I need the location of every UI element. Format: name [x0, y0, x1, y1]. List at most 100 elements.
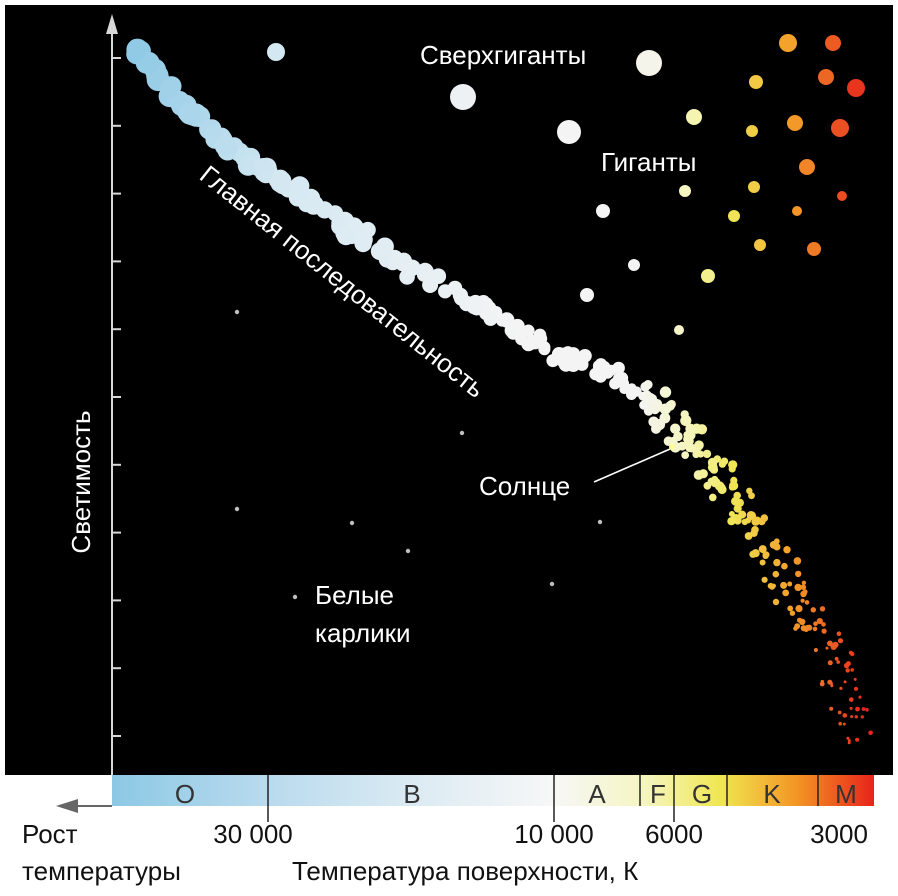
- main-sequence-star: [746, 511, 755, 520]
- spectral-class-bar: [112, 775, 874, 806]
- main-sequence-star: [467, 294, 484, 311]
- main-sequence-star: [827, 640, 833, 647]
- main-sequence-star: [214, 135, 236, 157]
- main-sequence-star: [845, 668, 850, 673]
- y-axis-title: Светимость: [66, 410, 96, 553]
- y-axis-ticks: [112, 57, 121, 737]
- spectral-class-B: B: [403, 779, 420, 809]
- main-sequence-star: [716, 483, 726, 493]
- main-sequence-star: [665, 401, 675, 411]
- main-sequence-star: [524, 336, 538, 350]
- main-sequence-star: [825, 646, 829, 650]
- giant-star: [779, 34, 797, 52]
- main-sequence-star: [404, 259, 421, 276]
- main-sequence-star: [773, 543, 781, 551]
- main-sequence-star: [271, 169, 290, 188]
- x-tick-3000: 3000: [810, 819, 868, 849]
- main-sequence-star: [594, 369, 607, 382]
- x-axis-title: Температура поверхности, К: [292, 856, 638, 886]
- x-tick-10000: 10 000: [514, 819, 594, 849]
- spectral-class-M: M: [835, 779, 857, 809]
- main-sequence-star: [827, 679, 833, 685]
- main-sequence-star: [842, 722, 846, 726]
- giant-star: [748, 181, 760, 193]
- main-sequence-star: [733, 491, 741, 500]
- white-dwarf-star: [459, 430, 465, 436]
- white-dwarf-star: [234, 309, 240, 315]
- main-sequence-star: [707, 462, 718, 473]
- main-sequence-star: [850, 715, 854, 719]
- main-sequence-star: [842, 713, 848, 718]
- main-sequence-star: [759, 559, 766, 566]
- giant-star: [792, 206, 802, 216]
- main-sequence-star: [839, 686, 843, 690]
- main-sequence-star: [821, 622, 826, 627]
- main-sequence-star: [850, 668, 854, 672]
- white-dwarf-star: [234, 506, 240, 512]
- main-sequence-star: [336, 226, 356, 246]
- main-sequence-star: [773, 558, 781, 567]
- main-sequence-star: [820, 679, 824, 684]
- main-sequence-star: [843, 662, 850, 669]
- main-sequence-star: [787, 581, 793, 587]
- white-dwarfs-group: [234, 309, 603, 600]
- x-tick-6000: 6000: [645, 819, 703, 849]
- main-sequence-star: [847, 741, 851, 745]
- main-sequence-star: [849, 706, 853, 710]
- main-sequence-star: [752, 526, 758, 533]
- main-sequence-star: [744, 532, 753, 540]
- main-sequence-star: [849, 697, 854, 702]
- main-sequence-star: [697, 450, 705, 458]
- main-sequence-star: [669, 436, 678, 446]
- x-tick-30000: 30 000: [213, 819, 293, 849]
- main-sequence-star: [772, 570, 780, 578]
- giant-star: [837, 191, 847, 201]
- giant-star: [818, 69, 834, 85]
- giant-star: [831, 119, 849, 137]
- main-sequence-star: [609, 377, 621, 390]
- main-sequence-star: [659, 386, 672, 398]
- main-sequence-star: [758, 545, 767, 554]
- main-sequence-star: [837, 638, 844, 644]
- main-sequence-star: [846, 736, 850, 740]
- main-sequence-star: [430, 268, 447, 285]
- main-sequence-star: [178, 102, 201, 125]
- main-sequence-star: [680, 415, 692, 426]
- main-sequence-star: [797, 617, 802, 623]
- main-sequence-star: [794, 583, 802, 592]
- main-sequence-star: [538, 343, 551, 356]
- white-dwarf-star: [549, 581, 555, 587]
- spectral-class-K: K: [763, 779, 781, 809]
- main-sequence-star: [506, 326, 521, 340]
- giant-star: [674, 325, 684, 335]
- white-dwarfs-label-line2: карлики: [315, 618, 411, 648]
- spectral-class-A: A: [588, 779, 606, 809]
- main-sequence-star: [160, 78, 181, 99]
- main-sequence-star: [834, 656, 839, 661]
- main-sequence-star: [619, 384, 630, 395]
- giant-star: [746, 125, 758, 137]
- main-sequence-star: [800, 625, 807, 632]
- spectral-class-F: F: [650, 779, 666, 809]
- main-sequence-star: [813, 621, 818, 626]
- white-dwarf-star: [405, 548, 411, 554]
- main-sequence-star: [751, 517, 760, 526]
- main-sequence-star: [643, 406, 654, 416]
- main-sequence-star: [853, 686, 859, 691]
- giant-star: [807, 242, 821, 256]
- giant-star: [728, 210, 740, 222]
- main-sequence-star: [821, 628, 827, 634]
- main-sequence-star: [860, 715, 864, 719]
- giant-star: [749, 75, 763, 89]
- main-sequence-star: [566, 347, 581, 361]
- main-sequence-star: [800, 584, 807, 590]
- giant-star: [825, 35, 841, 51]
- y-axis-arrow: [106, 14, 118, 34]
- main-sequence-star: [627, 383, 637, 393]
- giant-star: [596, 204, 610, 218]
- supergiants-label: Сверхгиганты: [420, 40, 586, 70]
- main-sequence-star: [787, 605, 794, 612]
- main-sequence-star: [816, 618, 823, 625]
